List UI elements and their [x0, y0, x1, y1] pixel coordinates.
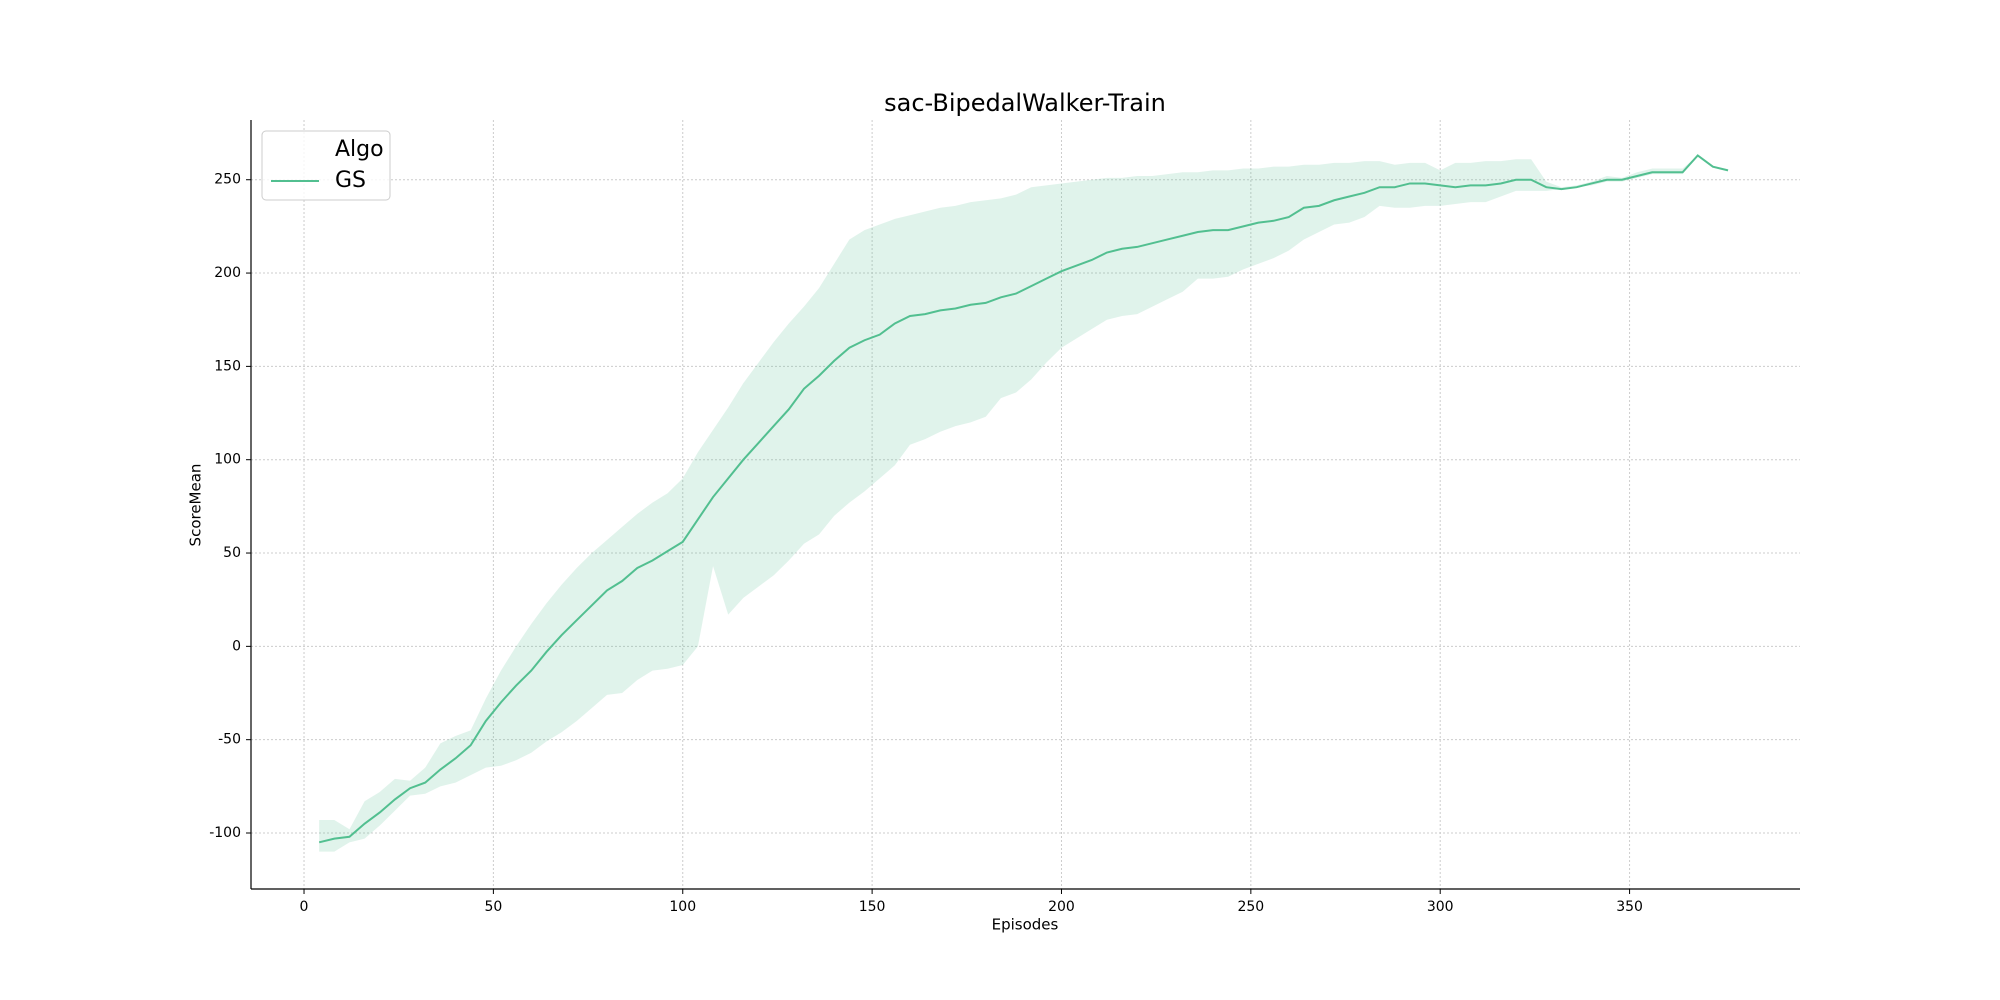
legend-label: GS: [335, 168, 366, 193]
y-tick-label: 150: [214, 358, 241, 374]
x-tick-label: 150: [859, 899, 886, 915]
legend-title: Algo: [335, 137, 384, 162]
x-tick-label: 0: [300, 899, 309, 915]
line: [318, 154, 1729, 844]
x-tick-label: 200: [1048, 899, 1075, 915]
x-tick-label: 250: [1237, 899, 1264, 915]
y-tick-label: 250: [214, 172, 241, 188]
legend-box: [261, 130, 391, 201]
y-tick-label: 200: [214, 265, 241, 281]
x-tick-label: 350: [1616, 899, 1643, 915]
x-tick-label: 50: [484, 899, 502, 915]
y-tick-label: 50: [223, 545, 241, 561]
x-tick-label: 100: [669, 899, 696, 915]
chart-title: sac-BipedalWalker-Train: [884, 89, 1166, 117]
confidence-band: [319, 155, 1729, 852]
y-tick-label: -100: [209, 825, 241, 841]
y-tick-label: -50: [218, 732, 241, 748]
x-axis-label: Episodes: [992, 916, 1059, 934]
y-tick-label: 0: [232, 638, 241, 654]
x-tick-label: 300: [1427, 899, 1454, 915]
y-axis-label: ScoreMean: [187, 464, 205, 547]
y-tick-label: 100: [214, 452, 241, 468]
